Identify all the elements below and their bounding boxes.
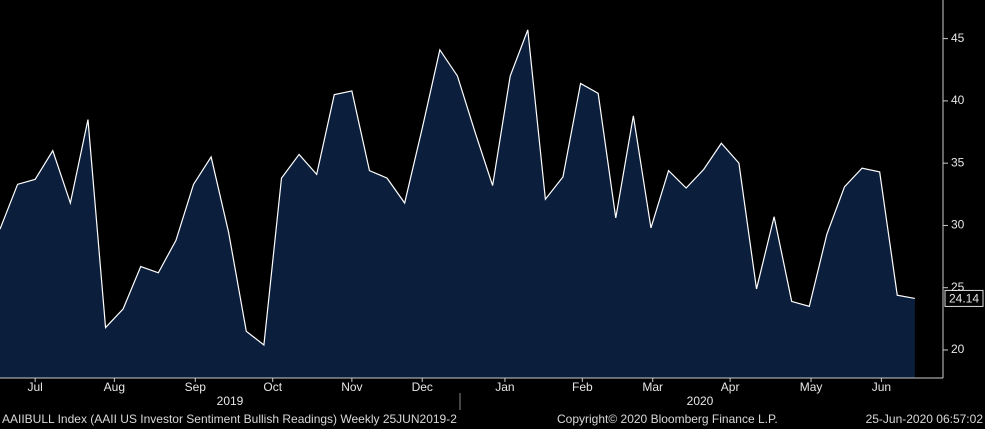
- x-tick-label: May: [800, 380, 823, 394]
- year-label: 2020: [687, 394, 714, 408]
- x-tick-label: Feb: [572, 380, 593, 394]
- timestamp: 25-Jun-2020 06:57:02: [866, 412, 984, 426]
- footer-title: AAIIBULL Index (AAII US Investor Sentime…: [2, 412, 457, 426]
- x-tick-label: Oct: [263, 380, 282, 394]
- x-tick-label: Mar: [642, 380, 663, 394]
- x-tick-label: Aug: [104, 380, 125, 394]
- x-tick-label: Jun: [872, 380, 891, 394]
- last-value-box: [944, 289, 984, 307]
- x-tick-label: Apr: [721, 380, 740, 394]
- x-tick-label: Jan: [495, 380, 514, 394]
- x-tick-label: Sep: [185, 380, 207, 394]
- year-label: 2019: [217, 394, 244, 408]
- x-tick-label: Jul: [28, 380, 43, 394]
- y-tick-label: 25: [951, 280, 965, 294]
- line: [0, 29, 915, 347]
- x-tick-label: Dec: [412, 380, 433, 394]
- y-tick-label: 45: [951, 31, 965, 45]
- y-tick-label: 30: [951, 218, 965, 232]
- x-tick-label: Nov: [341, 380, 362, 394]
- copyright: Copyright© 2020 Bloomberg Finance L.P.: [557, 412, 778, 426]
- area: [0, 29, 915, 379]
- y-tick-label: 40: [951, 93, 965, 107]
- y-tick-label: 35: [951, 155, 965, 169]
- y-tick-label: 20: [951, 342, 965, 356]
- last-value-label: 24.14: [949, 292, 979, 306]
